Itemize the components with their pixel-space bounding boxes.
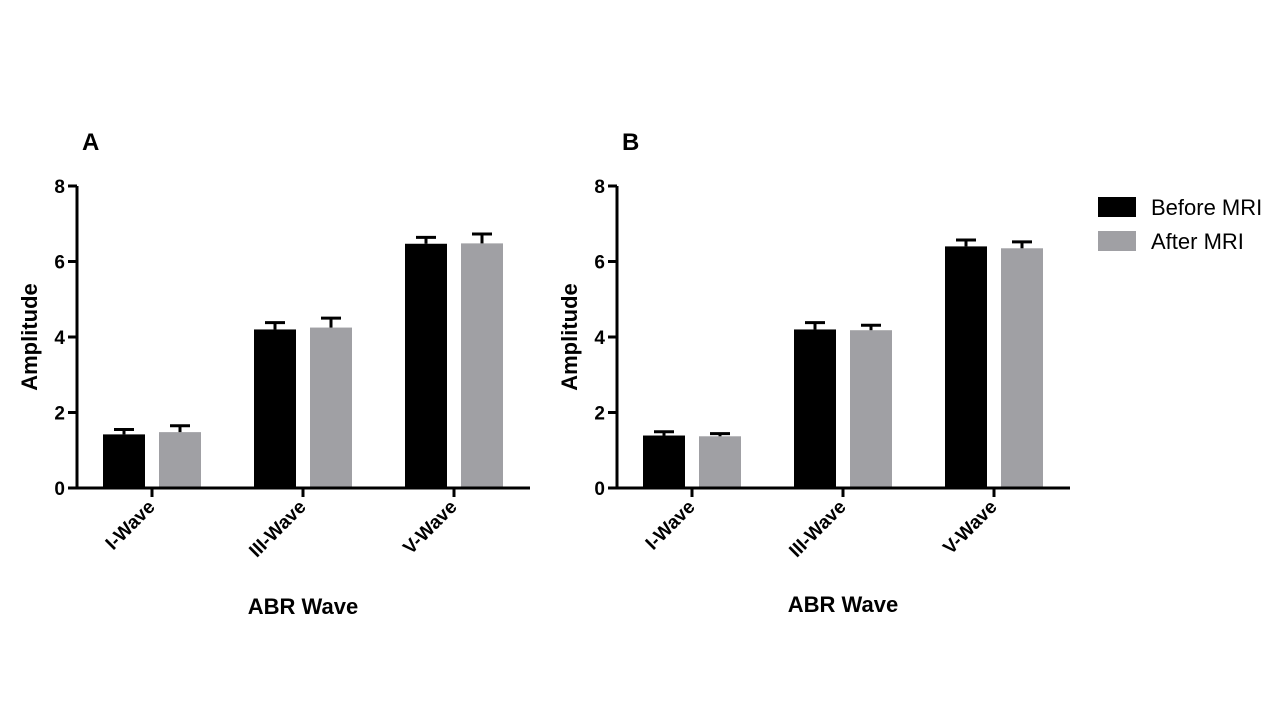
y-tick-label-a-2: 2 (54, 404, 65, 425)
x-axis-title-b: ABR Wave (788, 592, 898, 617)
bar-a-iii-wave-before-mri (254, 329, 296, 488)
x-axis-title-a: ABR Wave (248, 594, 358, 619)
y-tick-label-a-4: 4 (54, 328, 65, 349)
bar-b-i-wave-before-mri (643, 435, 685, 488)
bar-a-v-wave-before-mri (405, 243, 447, 488)
bar-b-v-wave-after-mri (1001, 248, 1043, 488)
y-tick-label-b-6: 6 (594, 253, 605, 274)
chart-panel-b: B Amplitude ABR Wave 0 2 4 6 8 I-Wave III-Wave… (557, 129, 1070, 617)
y-tick-label-a-6: 6 (54, 253, 65, 274)
bar-a-v-wave-after-mri (461, 243, 503, 488)
panel-letter-a: A (82, 129, 99, 156)
x-tick-label-a-iii-wave: III-Wave (245, 497, 310, 562)
bar-b-v-wave-before-mri (945, 246, 987, 488)
y-tick-label-a-0: 0 (54, 479, 65, 500)
x-tick-label-b-iii-wave: III-Wave (785, 497, 850, 562)
legend: Before MRI After MRI (1098, 195, 1262, 254)
x-tick-label-b-i-wave: I-Wave (642, 497, 700, 555)
legend-label-after-mri: After MRI (1151, 229, 1244, 254)
bar-a-i-wave-after-mri (159, 432, 201, 488)
legend-label-before-mri: Before MRI (1151, 195, 1262, 220)
y-tick-label-b-4: 4 (594, 328, 605, 349)
y-tick-label-b-8: 8 (594, 177, 605, 198)
x-tick-label-a-i-wave: I-Wave (102, 497, 160, 555)
legend-swatch-before-mri (1098, 197, 1136, 217)
x-tick-label-a-v-wave: V-Wave (399, 497, 461, 559)
y-tick-label-a-8: 8 (54, 177, 65, 198)
bar-a-i-wave-before-mri (103, 434, 145, 488)
bar-a-iii-wave-after-mri (310, 327, 352, 488)
panel-letter-b: B (622, 129, 639, 156)
y-axis-title-a: Amplitude (17, 283, 42, 391)
y-tick-label-b-2: 2 (594, 404, 605, 425)
y-axis-title-b: Amplitude (557, 283, 582, 391)
legend-swatch-after-mri (1098, 231, 1136, 251)
bar-b-iii-wave-after-mri (850, 330, 892, 488)
y-tick-label-b-0: 0 (594, 479, 605, 500)
x-tick-label-b-v-wave: V-Wave (939, 497, 1001, 559)
chart-panel-a: A Amplitude ABR Wave 0 2 4 6 8 I-Wave III-Wave… (17, 129, 530, 619)
bar-b-i-wave-after-mri (699, 436, 741, 488)
bar-b-iii-wave-before-mri (794, 329, 836, 488)
